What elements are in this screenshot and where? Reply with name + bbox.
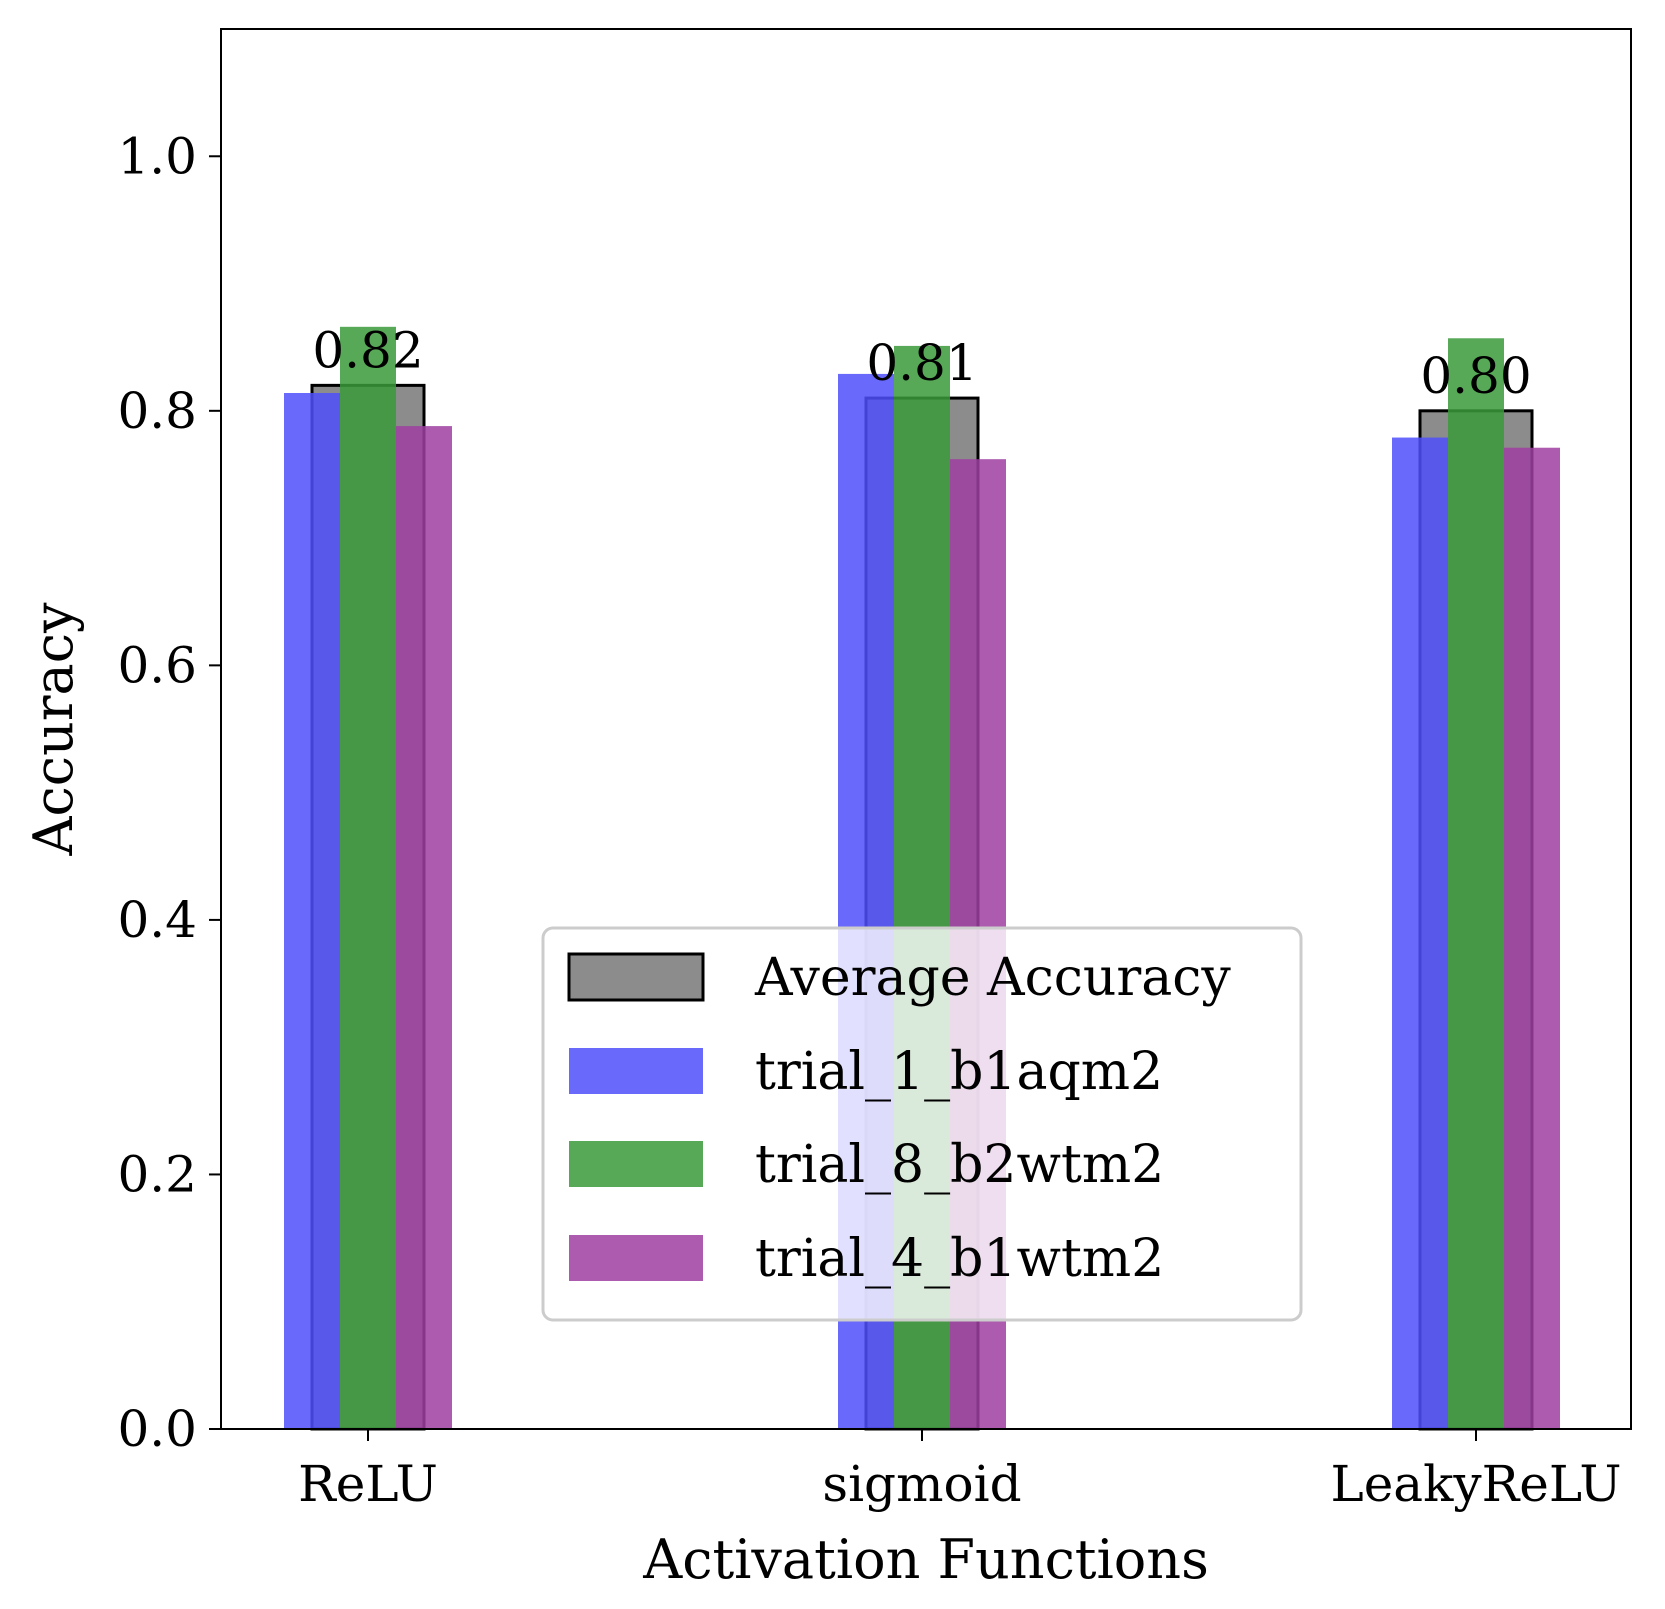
y-tick-label-1.0: 1.0 bbox=[117, 127, 197, 185]
legend-label-trial_8_b2wtm2: trial_8_b2wtm2 bbox=[755, 1135, 1164, 1195]
bar-trial_4_b1wtm2-LeakyReLU bbox=[1504, 447, 1560, 1429]
legend-label-Average Accuracy: Average Accuracy bbox=[754, 948, 1231, 1008]
bar-trial_8_b2wtm2-ReLU bbox=[340, 326, 396, 1430]
bars-layer bbox=[284, 326, 1560, 1431]
x-tick-label-LeakyReLU: LeakyReLU bbox=[1331, 1455, 1622, 1513]
legend-swatch-trial_1_b1aqm2 bbox=[569, 1048, 703, 1094]
x-axis-label: Activation Functions bbox=[642, 1528, 1209, 1591]
y-tick-label-0.0: 0.0 bbox=[117, 1400, 197, 1458]
value-label-ReLU: 0.82 bbox=[312, 321, 423, 379]
value-labels-layer: 0.82 0.81 0.80 bbox=[312, 321, 1531, 404]
legend-swatch-trial_4_b1wtm2 bbox=[569, 1235, 703, 1281]
y-axis-label: Accuracy bbox=[22, 602, 85, 857]
plot-frame bbox=[220, 28, 1632, 1430]
value-label-LeakyReLU: 0.80 bbox=[1420, 347, 1531, 405]
bar-trial_1_b1aqm2-LeakyReLU bbox=[1392, 437, 1448, 1430]
legend: Average Accuracy trial_1_b1aqm2 trial_8_b2… bbox=[541, 926, 1303, 1322]
legend-swatch-trial_8_b2wtm2 bbox=[569, 1141, 703, 1187]
legend-label-trial_1_b1aqm2: trial_1_b1aqm2 bbox=[755, 1042, 1163, 1102]
x-tick-label-sigmoid: sigmoid bbox=[822, 1455, 1021, 1513]
legend-box bbox=[541, 926, 1303, 1322]
bar-trial_8_b2wtm2-LeakyReLU bbox=[1448, 338, 1504, 1430]
y-tick-label-0.4: 0.4 bbox=[117, 891, 197, 949]
bar-trial_1_b1aqm2-ReLU bbox=[284, 393, 340, 1429]
bar-trial_4_b1wtm2-ReLU bbox=[396, 426, 452, 1429]
x-axis: ReLU sigmoid LeakyReLU bbox=[298, 1429, 1622, 1513]
legend-swatch-Average Accuracy bbox=[567, 952, 705, 1002]
y-tick-label-0.2: 0.2 bbox=[117, 1145, 197, 1203]
y-tick-label-0.6: 0.6 bbox=[117, 636, 197, 694]
legend-label-trial_4_b1wtm2: trial_4_b1wtm2 bbox=[755, 1229, 1164, 1289]
y-axis: 0.0 0.2 0.4 0.6 0.8 1.0 bbox=[117, 127, 221, 1458]
value-label-sigmoid: 0.81 bbox=[866, 334, 977, 392]
y-tick-label-0.8: 0.8 bbox=[117, 382, 197, 440]
x-tick-label-ReLU: ReLU bbox=[298, 1455, 438, 1513]
